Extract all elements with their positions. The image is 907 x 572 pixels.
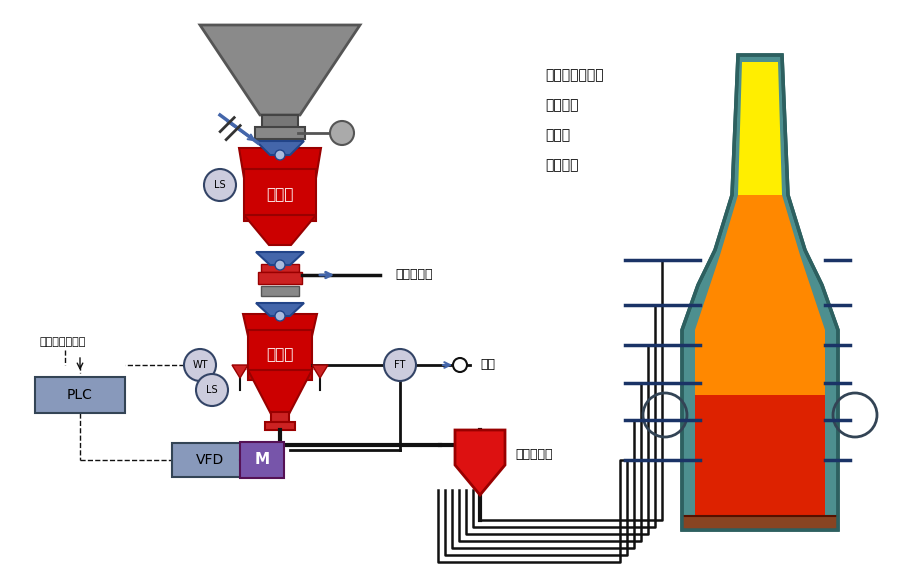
Bar — [261, 286, 299, 296]
Text: LS: LS — [206, 385, 218, 395]
Text: 流化加压气: 流化加压气 — [395, 268, 433, 281]
Text: 气源: 气源 — [480, 359, 495, 371]
Bar — [244, 169, 316, 221]
Text: 炼铁高炉: 炼铁高炉 — [545, 98, 579, 112]
Text: 熔炼炉: 熔炼炉 — [545, 128, 571, 142]
Text: 管路分配器: 管路分配器 — [515, 448, 552, 462]
Text: FT: FT — [395, 360, 405, 370]
Polygon shape — [312, 365, 328, 378]
Bar — [35, 377, 125, 413]
Text: M: M — [255, 452, 269, 467]
Polygon shape — [455, 430, 505, 495]
Bar — [261, 264, 299, 272]
Polygon shape — [682, 55, 838, 530]
Text: 喷吹罐: 喷吹罐 — [267, 348, 294, 363]
Polygon shape — [695, 395, 825, 515]
Bar — [271, 412, 289, 422]
Bar — [255, 127, 305, 139]
Bar — [682, 516, 838, 530]
Polygon shape — [239, 148, 321, 178]
Polygon shape — [695, 195, 825, 395]
Bar — [240, 442, 284, 478]
Text: 收料罐: 收料罐 — [267, 188, 294, 202]
Circle shape — [384, 349, 416, 381]
Circle shape — [453, 358, 467, 372]
Bar — [258, 272, 302, 284]
Polygon shape — [243, 314, 317, 336]
Text: 给料里连续可调: 给料里连续可调 — [40, 337, 86, 347]
Bar — [265, 422, 295, 430]
Circle shape — [196, 374, 228, 406]
Text: PLC: PLC — [67, 388, 93, 402]
Polygon shape — [248, 370, 312, 414]
Text: LS: LS — [214, 180, 226, 190]
Circle shape — [275, 150, 285, 160]
Text: 循环流化床锅炉: 循环流化床锅炉 — [545, 68, 604, 82]
Polygon shape — [232, 365, 248, 378]
Circle shape — [184, 349, 216, 381]
Bar — [172, 443, 248, 477]
Polygon shape — [738, 62, 782, 195]
Circle shape — [330, 121, 354, 145]
Polygon shape — [256, 303, 304, 316]
Text: VFD: VFD — [196, 453, 224, 467]
Text: 炼钢电炉: 炼钢电炉 — [545, 158, 579, 172]
Polygon shape — [200, 25, 360, 115]
Circle shape — [204, 169, 236, 201]
Circle shape — [275, 260, 285, 270]
Polygon shape — [256, 141, 304, 155]
Text: WT: WT — [192, 360, 208, 370]
Polygon shape — [244, 215, 316, 245]
Bar — [262, 114, 298, 129]
Bar — [248, 330, 312, 380]
Polygon shape — [256, 252, 304, 265]
Circle shape — [275, 311, 285, 321]
